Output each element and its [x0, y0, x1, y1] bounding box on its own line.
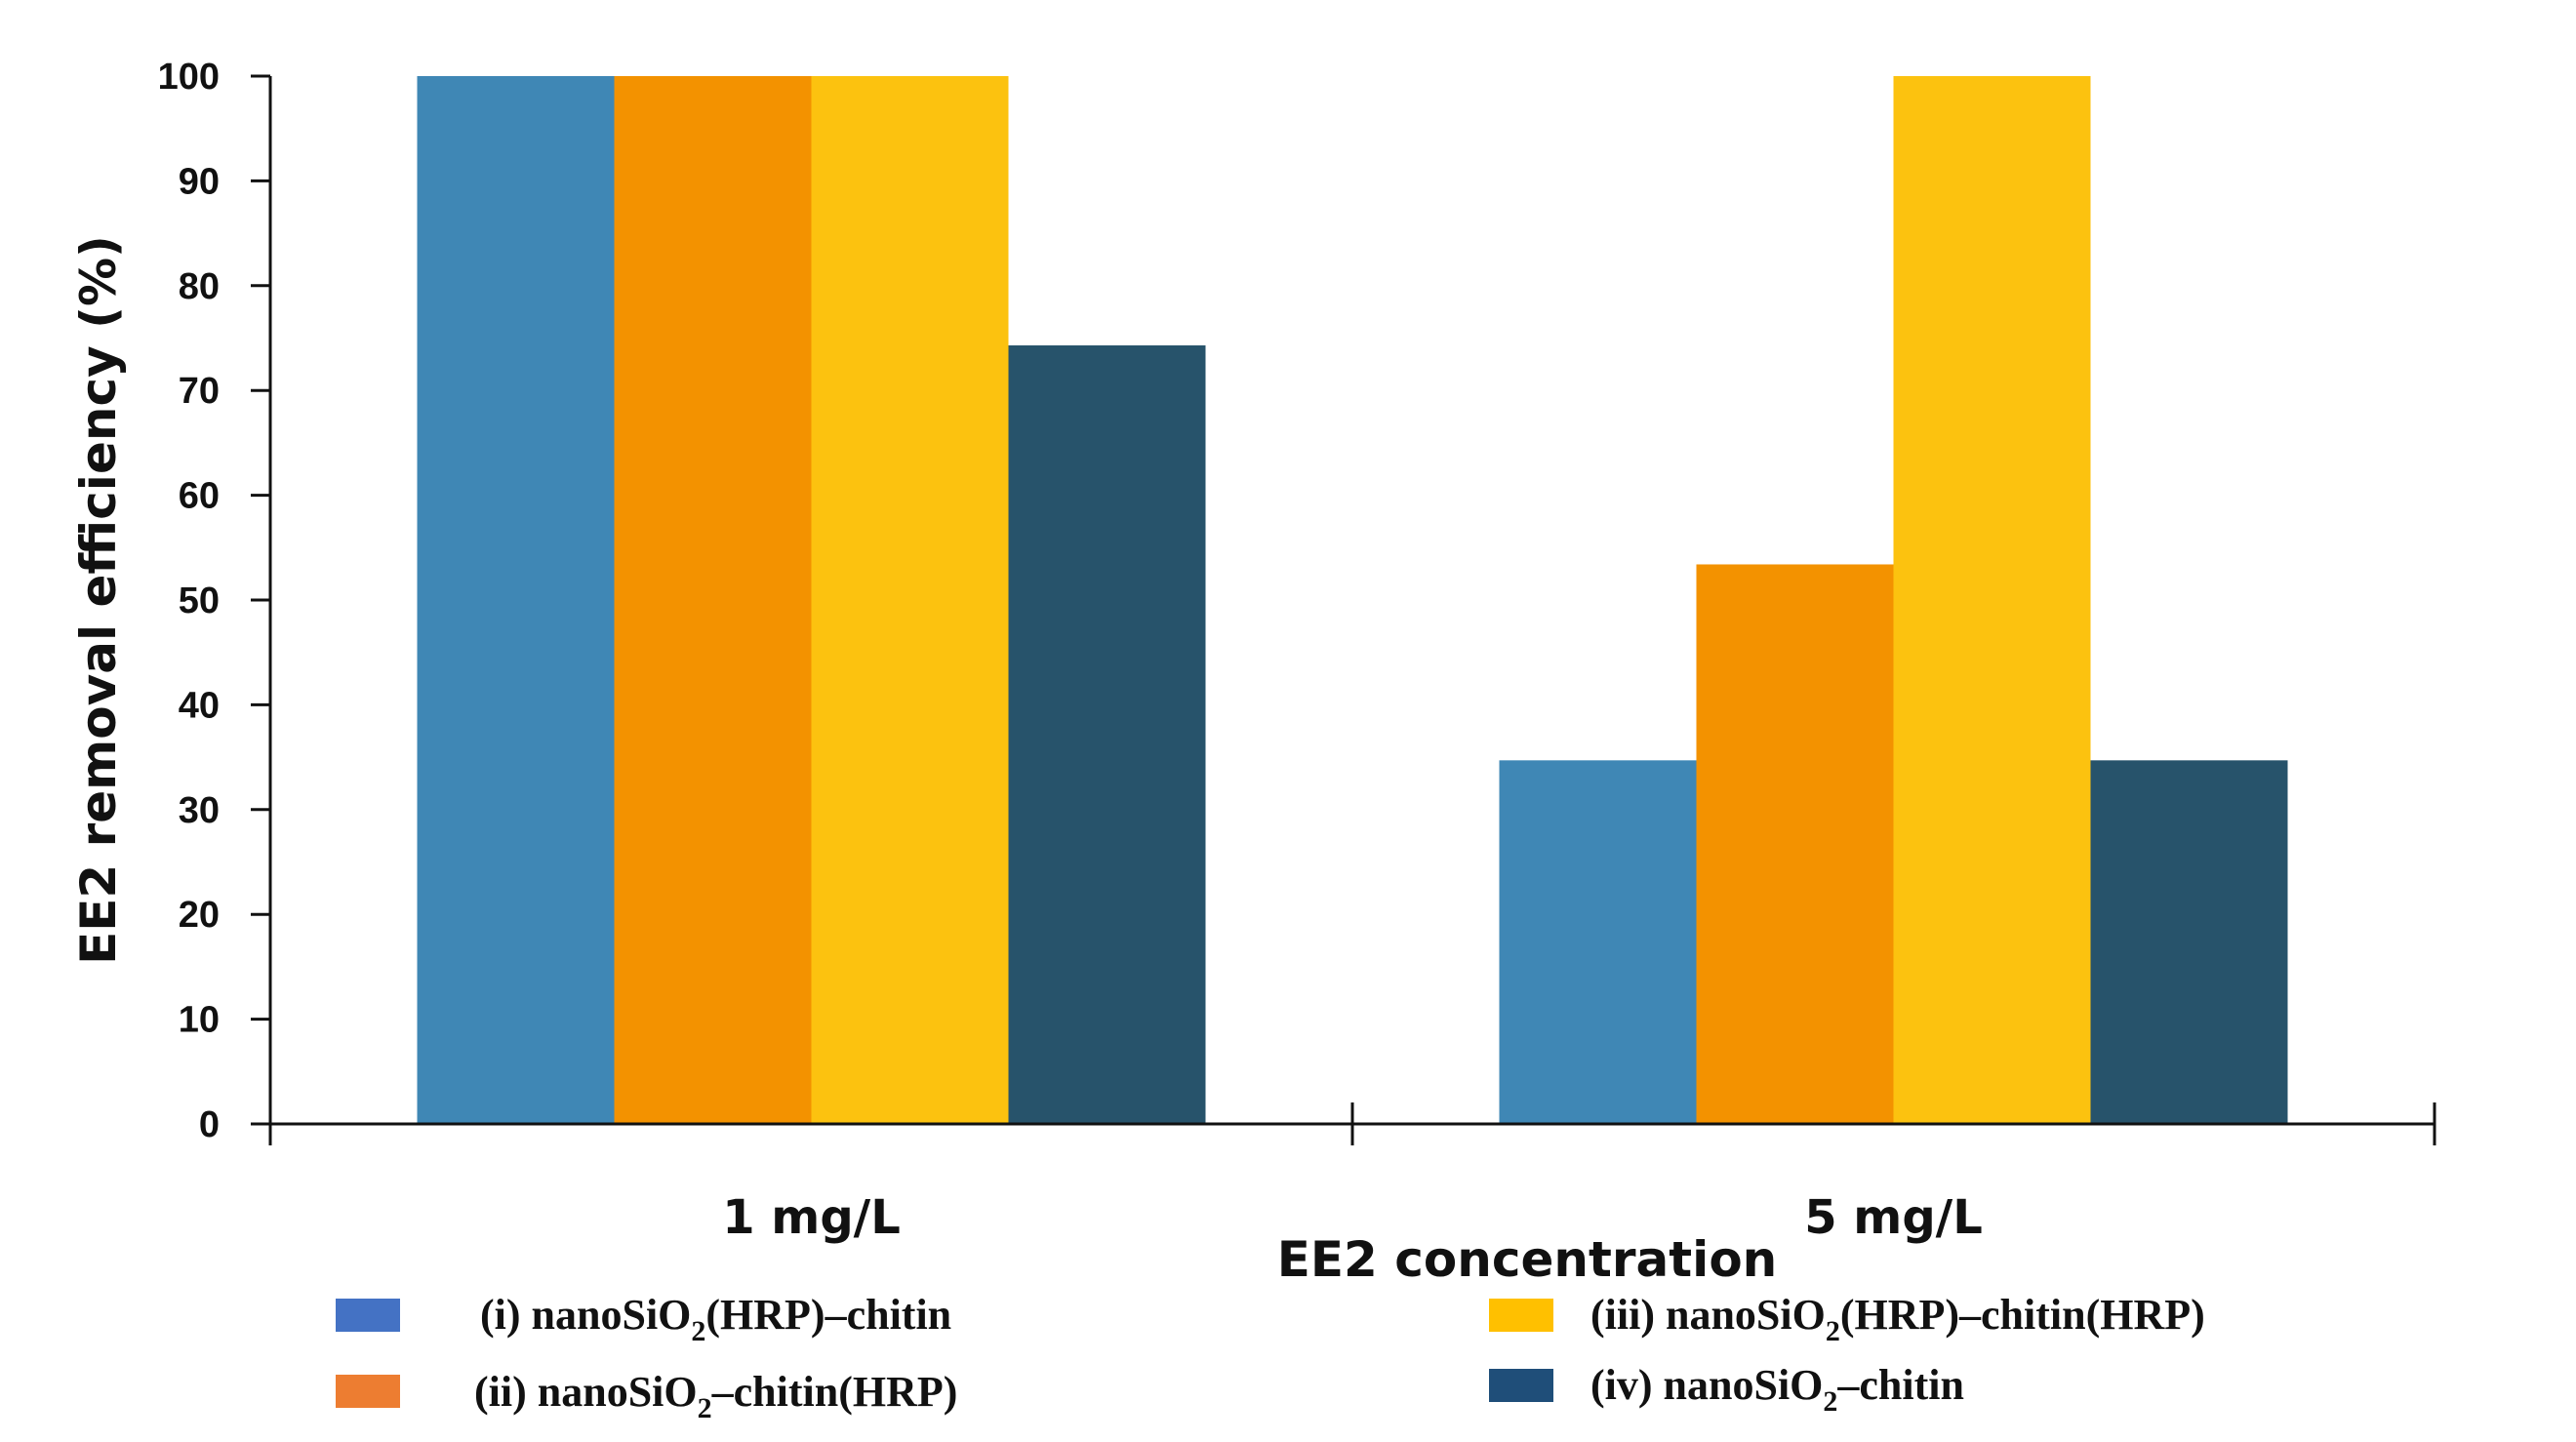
legend: (i) nanoSiO2(HRP)–chitin (ii) nanoSiO2–ch…	[336, 1291, 2205, 1424]
legend-label: (iv) nanoSiO2–chitin	[1590, 1361, 1964, 1418]
legend-swatch	[1489, 1299, 1553, 1332]
y-tick-label: 60	[179, 476, 220, 517]
x-category-label: 1 mg/L	[722, 1190, 901, 1245]
y-tick-label: 10	[179, 1000, 220, 1041]
bar-series-3-cat-2	[1893, 76, 2091, 1124]
legend-label: (ii) nanoSiO2–chitin(HRP)	[474, 1368, 957, 1424]
bar-series-2-cat-1	[614, 76, 812, 1124]
bar-series-4-cat-1	[1008, 345, 1206, 1124]
bar-series-3-cat-1	[811, 76, 1009, 1124]
bar-series-2-cat-2	[1696, 564, 1894, 1124]
y-tick-label: 80	[179, 266, 220, 307]
y-tick-label: 70	[179, 371, 220, 412]
y-axis-title: EE2 removal efficiency (%)	[70, 235, 127, 965]
y-tick-label: 100	[158, 57, 220, 98]
legend-label: (i) nanoSiO2(HRP)–chitin	[480, 1291, 951, 1347]
legend-item-1: (i) nanoSiO2(HRP)–chitin	[336, 1291, 951, 1347]
legend-label: (iii) nanoSiO2(HRP)–chitin(HRP)	[1590, 1291, 2205, 1347]
legend-item-3: (iii) nanoSiO2(HRP)–chitin(HRP)	[1489, 1291, 2205, 1347]
legend-item-2: (ii) nanoSiO2–chitin(HRP)	[336, 1368, 957, 1424]
y-tick-label: 50	[179, 581, 220, 621]
y-tick-label: 30	[179, 790, 220, 831]
legend-swatch	[336, 1375, 400, 1408]
y-tick-label: 20	[179, 895, 220, 936]
axes-layer	[251, 74, 2436, 1145]
bar-series-1-cat-1	[417, 76, 615, 1124]
bars-layer	[417, 76, 2288, 1124]
legend-swatch	[336, 1299, 400, 1332]
labels-layer: 0 10 20 30 40 50 60 70 80 90 100 1 mg/L 5 mg/L EE2 co…	[70, 57, 1983, 1288]
x-category-label: 5 mg/L	[1804, 1190, 1983, 1245]
x-axis-title: EE2 concentration	[1277, 1231, 1778, 1288]
bar-series-1-cat-2	[1499, 760, 1697, 1124]
y-tick-label: 40	[179, 685, 220, 726]
y-tick-label: 0	[199, 1104, 220, 1145]
y-tick-label: 90	[179, 161, 220, 202]
legend-item-4: (iv) nanoSiO2–chitin	[1489, 1361, 1964, 1418]
bar-series-4-cat-2	[2090, 760, 2288, 1124]
legend-swatch	[1489, 1369, 1553, 1402]
